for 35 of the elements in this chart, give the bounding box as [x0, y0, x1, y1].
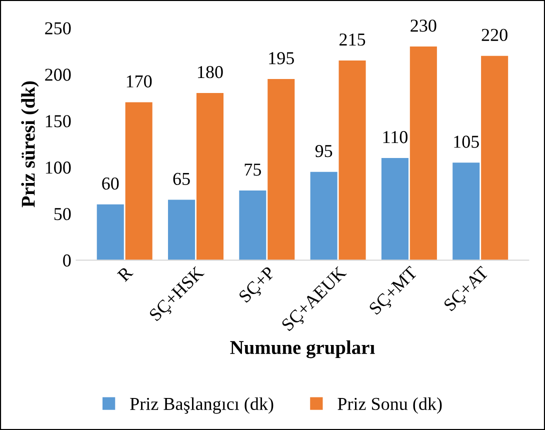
bar: [196, 92, 224, 260]
data-label: 220: [482, 28, 508, 42]
y-axis-title: Priz süresi (dk): [21, 81, 39, 208]
bar: [239, 190, 266, 260]
x-axis-title: Numune grupları: [230, 340, 375, 358]
data-label: 75: [244, 164, 261, 176]
data-label: 95: [315, 145, 332, 158]
data-label: 110: [383, 131, 408, 144]
y-tick-label: 150: [46, 115, 71, 128]
bar: [452, 162, 480, 260]
legend-label: Priz Sonu (dk): [338, 397, 442, 414]
y-tick-label: 250: [45, 22, 71, 34]
data-label: 105: [454, 136, 479, 148]
data-label: 65: [173, 172, 190, 185]
data-label: 230: [410, 20, 436, 32]
data-label: 195: [269, 52, 294, 64]
y-tick-label: 0: [63, 254, 71, 267]
legend-label: Priz Başlangıcı (dk): [130, 397, 274, 414]
data-label: 60: [102, 177, 119, 190]
bar: [125, 102, 152, 260]
y-tick-label: 100: [46, 162, 71, 174]
bar: [310, 172, 338, 260]
data-label: 180: [198, 66, 223, 78]
x-tick-label: R: [116, 266, 134, 282]
data-label: 215: [340, 34, 366, 46]
bar: [481, 56, 508, 260]
bar: [338, 60, 366, 260]
bar: [381, 158, 408, 260]
bar: [168, 200, 196, 260]
data-label: 170: [126, 75, 152, 88]
bar: [268, 79, 295, 260]
bar: [410, 46, 437, 260]
bar: [96, 204, 124, 260]
y-tick-label: 200: [45, 68, 71, 81]
y-tick-label: 50: [54, 208, 71, 220]
